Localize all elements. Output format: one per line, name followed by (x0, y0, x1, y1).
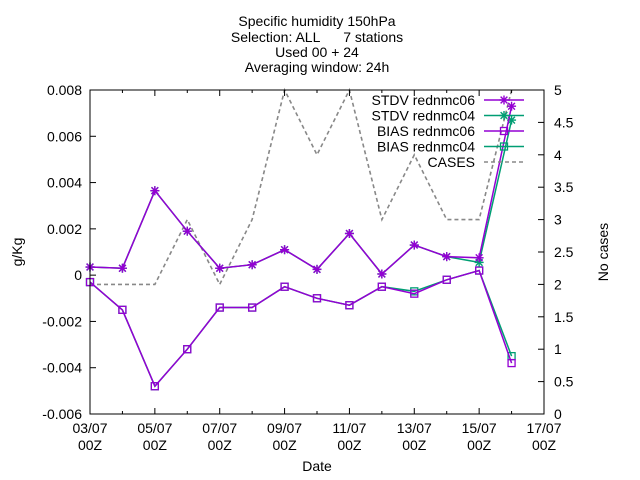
title-line-1: Specific humidity 150hPa (238, 13, 395, 29)
series-line-cases (90, 87, 513, 287)
legend-swatch-marker (499, 111, 509, 120)
data-point-stdv-rednmc06 (247, 260, 257, 270)
data-point-bias-rednmc06 (442, 275, 451, 284)
y-tick-label: 0 (74, 267, 82, 283)
legend-item-bias-rednmc06: BIAS rednmc06 (377, 123, 524, 139)
series-line-stdv-rednmc06 (89, 106, 513, 276)
data-point-bias-rednmc06 (183, 345, 192, 354)
data-point-stdv-rednmc06 (442, 252, 452, 262)
data-point-stdv-rednmc06 (150, 186, 160, 196)
x-tick-label: 05/07 (137, 420, 172, 436)
legend-swatch-marker (499, 95, 509, 105)
chart-title: Specific humidity 150hPa Selection: ALL … (231, 13, 403, 75)
x-tick-label-hour: 00Z (273, 437, 298, 453)
series-line-bias-rednmc04 (89, 269, 513, 388)
data-point-bias-rednmc06 (377, 282, 387, 291)
y2-tick-label: 4 (554, 147, 562, 163)
y2-tick-label: 0 (554, 406, 562, 422)
series-cases (90, 87, 513, 287)
x-tick-label-hour: 00Z (402, 437, 427, 453)
data-point-stdv-rednmc06 (474, 253, 484, 263)
data-point-bias-rednmc06 (345, 301, 354, 310)
y-tick-label: 0.002 (47, 221, 82, 237)
x-tick-label: 15/07 (462, 420, 497, 436)
x-tick-label-hour: 00Z (532, 437, 557, 453)
legend-item-stdv-rednmc06: STDV rednmc06 (372, 92, 524, 108)
y2-tick-label: 2 (554, 276, 562, 292)
y-axis-label: g/Kg (9, 238, 25, 267)
y2-tick-label: 3.5 (554, 179, 574, 195)
y2-axis-label: No cases (595, 223, 611, 281)
x-tick-label-hour: 00Z (208, 437, 233, 453)
data-point-bias-rednmc06 (215, 303, 224, 312)
y-tick-label: -0.004 (42, 360, 82, 376)
legend-swatch-marker (499, 126, 509, 136)
data-point-bias-rednmc06 (118, 305, 127, 315)
x-tick-label: 17/07 (526, 420, 561, 436)
x-tick-label-hour: 00Z (467, 437, 492, 453)
y2-tick-label: 1 (554, 341, 562, 357)
y-tick-label: -0.006 (42, 406, 82, 422)
x-axis-label: Date (302, 458, 332, 474)
legend-label: STDV rednmc06 (372, 92, 476, 108)
data-point-stdv-rednmc06 (280, 245, 290, 255)
data-point-stdv-rednmc06 (312, 264, 322, 274)
y-tick-label: 0.004 (47, 175, 82, 191)
legend-label: STDV rednmc04 (372, 108, 476, 124)
legend-item-stdv-rednmc04: STDV rednmc04 (372, 108, 524, 124)
data-point-stdv-rednmc06 (117, 263, 127, 273)
x-tick-label: 09/07 (267, 420, 302, 436)
y2-tick-label: 5 (554, 82, 562, 98)
y-tick-label: 0.008 (47, 82, 82, 98)
data-point-bias-rednmc06 (150, 382, 160, 391)
data-point-stdv-rednmc06 (377, 269, 387, 279)
title-line-3: Used 00 + 24 (275, 44, 359, 60)
ticks-layer: 03/0700Z05/0700Z07/0700Z09/0700Z11/0700Z… (42, 82, 573, 453)
series-layer (85, 87, 517, 391)
data-point-stdv-rednmc06 (507, 101, 517, 111)
y2-tick-label: 2.5 (554, 244, 574, 260)
data-point-bias-rednmc06 (312, 294, 322, 303)
data-point-bias-rednmc06 (474, 266, 484, 275)
y2-tick-label: 0.5 (554, 374, 574, 390)
title-line-2: Selection: ALL 7 stations (231, 29, 403, 45)
legend-label: BIAS rednmc06 (377, 123, 475, 139)
series-line-bias-rednmc06 (89, 269, 513, 388)
x-tick-label: 11/07 (332, 420, 366, 436)
data-point-bias-rednmc06 (280, 282, 289, 291)
title-line-4: Averaging window: 24h (245, 59, 390, 75)
series-bias-rednmc04 (85, 266, 516, 391)
y2-tick-label: 3 (554, 212, 562, 228)
legend-label: BIAS rednmc04 (377, 139, 475, 155)
data-point-bias-rednmc06 (410, 289, 419, 298)
legend-item-bias-rednmc04: BIAS rednmc04 (377, 139, 524, 155)
data-point-stdv-rednmc06 (182, 226, 192, 236)
y2-tick-label: 1.5 (554, 309, 574, 325)
x-tick-label: 07/07 (202, 420, 237, 436)
data-point-bias-rednmc06 (247, 303, 257, 312)
legend-label: CASES (428, 154, 475, 170)
legend-item-cases: CASES (428, 154, 524, 170)
y2-tick-label: 4.5 (554, 114, 574, 130)
x-tick-label-hour: 00Z (78, 437, 103, 453)
series-bias-rednmc06 (85, 266, 516, 391)
x-tick-label-hour: 00Z (337, 437, 362, 453)
y-tick-label: -0.002 (42, 313, 82, 329)
data-point-stdv-rednmc06 (215, 263, 225, 273)
plot-frame (89, 89, 545, 415)
legend-swatch-marker (499, 142, 509, 151)
data-point-stdv-rednmc06 (344, 228, 354, 238)
series-stdv-rednmc06 (85, 101, 517, 279)
data-point-stdv-rednmc06 (409, 240, 419, 250)
y-tick-label: 0.006 (47, 128, 82, 144)
data-point-bias-rednmc06 (507, 358, 516, 368)
x-tick-label: 03/07 (72, 420, 107, 436)
x-tick-label: 13/07 (397, 420, 432, 436)
x-tick-label-hour: 00Z (143, 437, 168, 453)
